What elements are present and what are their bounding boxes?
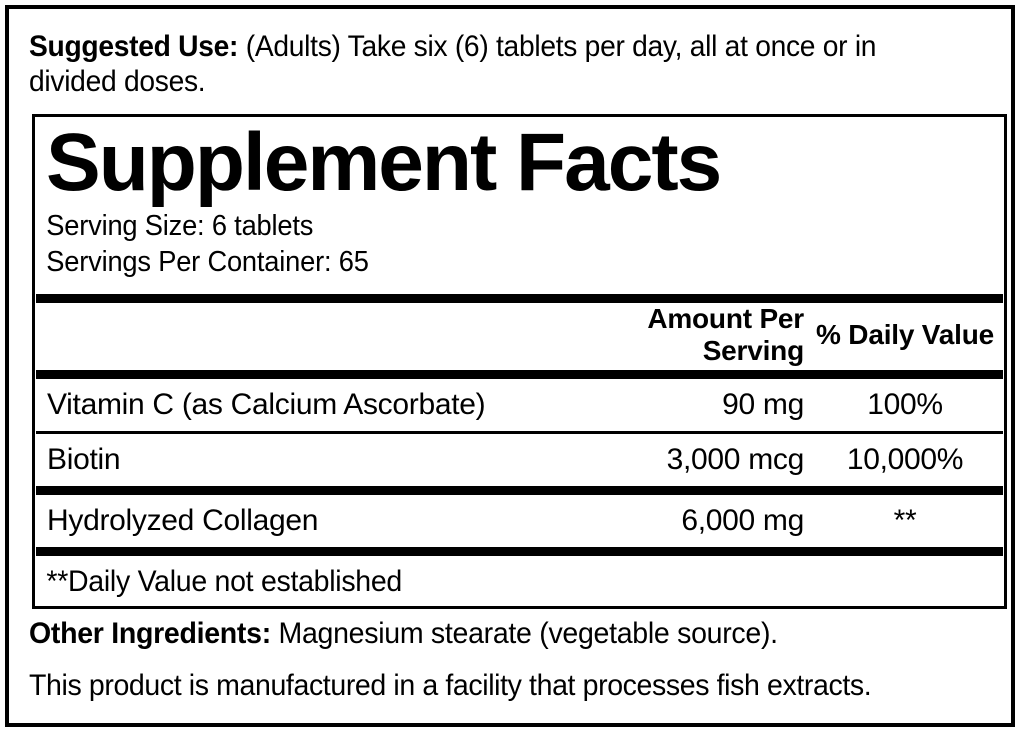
supplement-label-frame: Suggested Use: (Adults) Take six (6) tab…: [5, 5, 1015, 727]
nutrient-name: Hydrolyzed Collagen: [47, 504, 319, 538]
rule-between-vitamin-c-and-biotin: [36, 431, 1003, 435]
nutrient-row-collagen-table: Hydrolyzed Collagen 6,000 mg **: [35, 495, 1004, 547]
rule-above-header: [36, 294, 1003, 304]
supplement-facts-table: Amount Per Serving % Daily Value: [35, 303, 1004, 370]
nutrient-name: Biotin: [47, 443, 121, 477]
serving-info-block: Serving Size: 6 tablets Servings Per Con…: [35, 203, 946, 280]
table-header-row: Amount Per Serving % Daily Value: [35, 303, 1004, 370]
nutrient-amount: 90 mg: [722, 388, 804, 422]
nutrient-daily-value: **: [893, 504, 917, 538]
other-ingredients-text: Magnesium stearate (vegetable source).: [270, 617, 779, 650]
nutrient-row-biotin-table: Biotin 3,000 mcg 10,000%: [35, 434, 1004, 486]
nutrient-daily-value: 10,000%: [846, 443, 964, 477]
servings-per-container: Servings Per Container: 65: [46, 245, 369, 278]
serving-size: Serving Size: 6 tablets: [46, 210, 314, 243]
suggested-use-text: (Adults) Take six (6) tablets per day, a…: [29, 30, 877, 99]
rule-below-header: [36, 370, 1003, 380]
suggested-use-block: Suggested Use: (Adults) Take six (6) tab…: [29, 29, 931, 100]
daily-value-footnote: **Daily Value not established: [46, 565, 403, 599]
nutrient-row-vitamin-c-table: Vitamin C (as Calcium Ascorbate) 90 mg 1…: [35, 379, 1004, 431]
supplement-facts-title: Supplement Facts: [46, 117, 722, 208]
nutrient-daily-value: 100%: [867, 388, 943, 422]
header-nutrient: [35, 303, 580, 370]
rule-between-biotin-and-collagen: [36, 486, 1003, 496]
nutrient-amount: 6,000 mg: [681, 504, 804, 538]
nutrient-name: Vitamin C (as Calcium Ascorbate): [47, 388, 486, 422]
table-row: Vitamin C (as Calcium Ascorbate) 90 mg 1…: [35, 379, 1004, 431]
other-ingredients-label: Other Ingredients:: [29, 617, 271, 650]
supplement-facts-panel: Supplement Facts Serving Size: 6 tablets…: [32, 114, 1007, 609]
table-row: Hydrolyzed Collagen 6,000 mg **: [35, 495, 1004, 547]
suggested-use-label: Suggested Use:: [29, 30, 239, 63]
table-row: Biotin 3,000 mcg 10,000%: [35, 434, 1004, 486]
other-ingredients-block: Other Ingredients: Magnesium stearate (v…: [29, 617, 955, 651]
header-amount-per-serving: Amount Per Serving: [647, 303, 804, 367]
nutrient-amount: 3,000 mcg: [666, 443, 805, 477]
header-percent-daily-value: % Daily Value: [816, 319, 994, 351]
facility-allergen-note: This product is manufactured in a facili…: [29, 669, 872, 702]
rule-above-footnote: [36, 547, 1003, 557]
